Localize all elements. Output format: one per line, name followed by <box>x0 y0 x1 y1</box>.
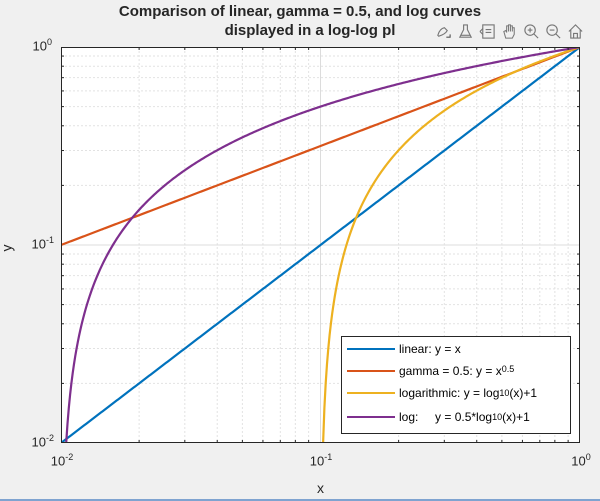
figure-title-line1: Comparison of linear, gamma = 0.5, and l… <box>118 3 482 20</box>
legend-swatch <box>347 392 395 394</box>
legend-item-linear: linear: y = x <box>342 339 461 359</box>
xtick-label: 100 <box>571 452 591 469</box>
legend-swatch <box>347 370 395 372</box>
zoom-in-icon[interactable] <box>522 22 540 40</box>
y-axis-label: y <box>0 244 15 252</box>
data-cursor-icon[interactable] <box>456 22 474 40</box>
legend[interactable]: linear: y = x gamma = 0.5: y = x 0.5 loga… <box>341 336 571 434</box>
xtick-label: 10-1 <box>309 452 333 469</box>
plot-area[interactable] <box>61 47 580 443</box>
window-bottom-border <box>0 499 600 501</box>
data-series <box>61 47 580 443</box>
x-axis-label: x <box>317 480 324 496</box>
legend-swatch <box>347 416 395 418</box>
tick-marks <box>61 47 580 443</box>
axes-toolbar <box>434 20 584 42</box>
legend-swatch <box>347 348 395 350</box>
ytick-label: 10-2 <box>31 433 54 450</box>
pan-hand-icon[interactable] <box>500 22 518 40</box>
xtick-label: 10-2 <box>50 452 74 469</box>
legend-item-log: log: y = 0.5*log 10 (x)+1 <box>342 407 530 427</box>
ytick-label: 10-1 <box>31 235 54 252</box>
series-line <box>61 47 580 247</box>
insert-legend-icon[interactable] <box>478 22 496 40</box>
series-line <box>61 47 580 443</box>
zoom-out-icon[interactable] <box>544 22 562 40</box>
chart-svg <box>61 47 580 443</box>
home-restore-view-icon[interactable] <box>566 22 584 40</box>
series-line <box>65 47 580 443</box>
figure-title-line2: displayed in a log-log pl <box>224 22 396 39</box>
brush-data-icon[interactable] <box>434 22 452 40</box>
legend-item-gamma: gamma = 0.5: y = x 0.5 <box>342 361 514 381</box>
ytick-label: 100 <box>32 37 52 54</box>
legend-item-logarithmic: logarithmic: y = log 10 (x)+1 <box>342 383 537 403</box>
series-line <box>322 47 580 443</box>
grid-lines <box>61 47 580 443</box>
